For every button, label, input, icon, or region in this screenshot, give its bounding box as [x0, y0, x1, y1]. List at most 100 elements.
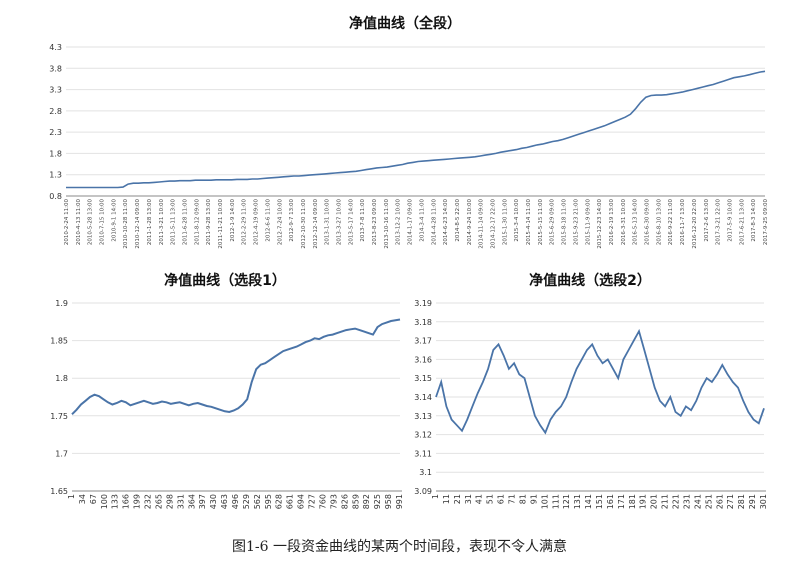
x-tick-label: 2016-2-19 13:00	[609, 198, 615, 245]
x-tick-label: 430	[209, 494, 218, 509]
x-tick-label: 760	[318, 494, 327, 509]
x-tick-label: 991	[395, 494, 404, 509]
y-tick-label: 1.9	[55, 299, 68, 308]
x-tick-label: 11	[442, 494, 451, 504]
gridlines	[72, 302, 400, 492]
x-tick-label: 2017-5-9 10:00	[727, 199, 733, 242]
x-tick-label: 161	[606, 494, 615, 509]
y-tick-label: 3.8	[49, 64, 62, 73]
x-tick-label: 271	[726, 494, 735, 509]
x-tick-label: 892	[362, 494, 371, 509]
x-tick-label: 2016-3-31 10:00	[621, 198, 627, 245]
x-tick-label: 121	[562, 494, 571, 509]
x-tick-label: 2012-7-24 10:00	[277, 198, 283, 245]
x-tick-label: 2014-4-28 11:00	[431, 198, 437, 245]
x-tick-label: 211	[661, 494, 670, 509]
y-tick-label: 2.8	[49, 107, 62, 116]
x-tick-label: 2013-12-2 10:00	[396, 198, 402, 245]
x-tick-label: 595	[264, 494, 273, 509]
x-tick-label: 2016-6-30 09:00	[645, 198, 651, 245]
x-tick-label: 51	[486, 494, 495, 504]
x-tick-label: 958	[384, 494, 393, 509]
x-tick-label: 2013-1-31 10:00	[325, 198, 331, 245]
x-tick-label: 2016-8-10 13:00	[656, 198, 662, 245]
x-tick-label: 151	[595, 494, 604, 509]
x-tick-label: 199	[133, 494, 142, 509]
x-tick-label: 2017-6-21 13:00	[739, 198, 745, 245]
gridlines	[436, 302, 764, 492]
y-tick-label: 3.12	[414, 431, 432, 440]
x-tick-label: 2010-5-28 13:00	[88, 198, 94, 245]
series-line	[71, 318, 401, 416]
x-tick-label: 331	[176, 494, 185, 509]
x-tick-label: 2010-4-13 11:00	[76, 198, 82, 245]
x-tick-label: 31	[464, 494, 473, 504]
x-tick-label: 397	[198, 494, 207, 509]
x-tick-label: 2010-9-1 14:00	[111, 199, 117, 242]
x-tick-label: 2015-12-23 14:00	[597, 199, 603, 249]
x-axis-tick-labels: 2010-2-24 11:00 2010-4-13 11:00 2010-5-28 …	[64, 198, 769, 248]
x-tick-label: 2012-10-30 11:00	[301, 199, 307, 249]
x-tick-label: 231	[682, 494, 691, 509]
y-tick-label: 1.85	[50, 337, 68, 346]
x-tick-label: 141	[584, 494, 593, 509]
x-tick-label: 301	[759, 494, 768, 509]
x-tick-label: 133	[111, 494, 120, 509]
x-tick-label: 727	[308, 494, 317, 509]
x-tick-label: 21	[453, 494, 462, 504]
x-tick-label: 925	[373, 494, 382, 509]
x-axis-tick-labels: 1 11 21 31 41 51 61 71 81 91 101 111 121 131 141 151 161…	[431, 494, 768, 509]
x-tick-label: 661	[286, 494, 295, 509]
x-tick-label: 2015-1-30 11:00	[502, 198, 508, 245]
x-tick-label: 166	[122, 494, 131, 509]
x-tick-label: 364	[187, 494, 196, 509]
x-tick-label: 2011-9-28 13:00	[206, 198, 212, 245]
x-tick-label: 2012-12-14 09:00	[313, 199, 319, 249]
y-tick-label: 1.3	[49, 171, 62, 180]
x-tick-label: 2014-9-24 10:00	[467, 198, 473, 245]
x-tick-label: 2015-4-14 11:00	[526, 198, 532, 245]
x-tick-label: 265	[154, 494, 163, 509]
equity-curve-full-chart: 净值曲线（全段） 4.3 3.8 3.3 2.8 2.3 1.8 1.3 0.8 2010-2…	[49, 15, 769, 249]
y-tick-label: 3.11	[414, 449, 432, 458]
x-tick-label: 2014-8-5 22:00	[455, 199, 461, 242]
x-tick-label: 2014-11-14 09:00	[479, 199, 485, 249]
x-tick-label: 2014-1-17 09:00	[408, 198, 414, 245]
gridlines	[66, 46, 765, 197]
x-tick-label: 2011-6-28 11:00	[182, 198, 188, 245]
chart-title: 净值曲线（全段）	[349, 15, 461, 32]
series-line	[66, 70, 766, 189]
x-tick-label: 2015-11-9 09:00	[585, 198, 591, 245]
y-tick-label: 3.16	[414, 355, 432, 364]
x-tick-label: 171	[617, 494, 626, 509]
chart-title: 净值曲线（选段2）	[529, 272, 651, 289]
x-tick-label: 201	[650, 494, 659, 509]
x-tick-label: 298	[165, 494, 174, 509]
x-tick-label: 529	[242, 494, 251, 509]
x-tick-label: 2015-8-18 11:00	[562, 198, 568, 245]
x-tick-label: 2011-3-21 10:00	[159, 198, 165, 245]
y-tick-label: 3.17	[414, 337, 432, 346]
x-tick-label: 2014-12-17 22:00	[491, 199, 497, 249]
x-tick-label: 2012-4-19 09:00	[254, 198, 260, 245]
x-tick-label: 2017-2-6 13:00	[704, 199, 710, 242]
x-tick-label: 2010-7-15 10:00	[100, 198, 106, 245]
chart-title: 净值曲线（选段1）	[164, 272, 286, 289]
x-tick-label: 2016-9-22 11:00	[668, 198, 674, 245]
x-tick-label: 221	[672, 494, 681, 509]
y-tick-label: 1.8	[49, 149, 62, 158]
x-tick-label: 2012-2-29 11:00	[242, 198, 248, 245]
x-tick-label: 261	[715, 494, 724, 509]
y-tick-label: 1.7	[55, 449, 68, 458]
x-tick-label: 2016-11-7 13:00	[680, 198, 686, 245]
x-tick-label: 2010-2-24 11:00	[64, 198, 70, 245]
x-tick-label: 2012-9-7 13:00	[289, 199, 295, 242]
x-tick-label: 2013-5-17 14:00	[348, 198, 354, 245]
x-tick-label: 101	[540, 494, 549, 509]
series-line	[435, 328, 765, 435]
y-tick-label: 3.1	[419, 468, 432, 477]
x-tick-label: 100	[100, 494, 109, 509]
y-tick-label: 3.14	[414, 393, 432, 402]
x-tick-label: 71	[508, 494, 517, 504]
x-tick-label: 251	[704, 494, 713, 509]
